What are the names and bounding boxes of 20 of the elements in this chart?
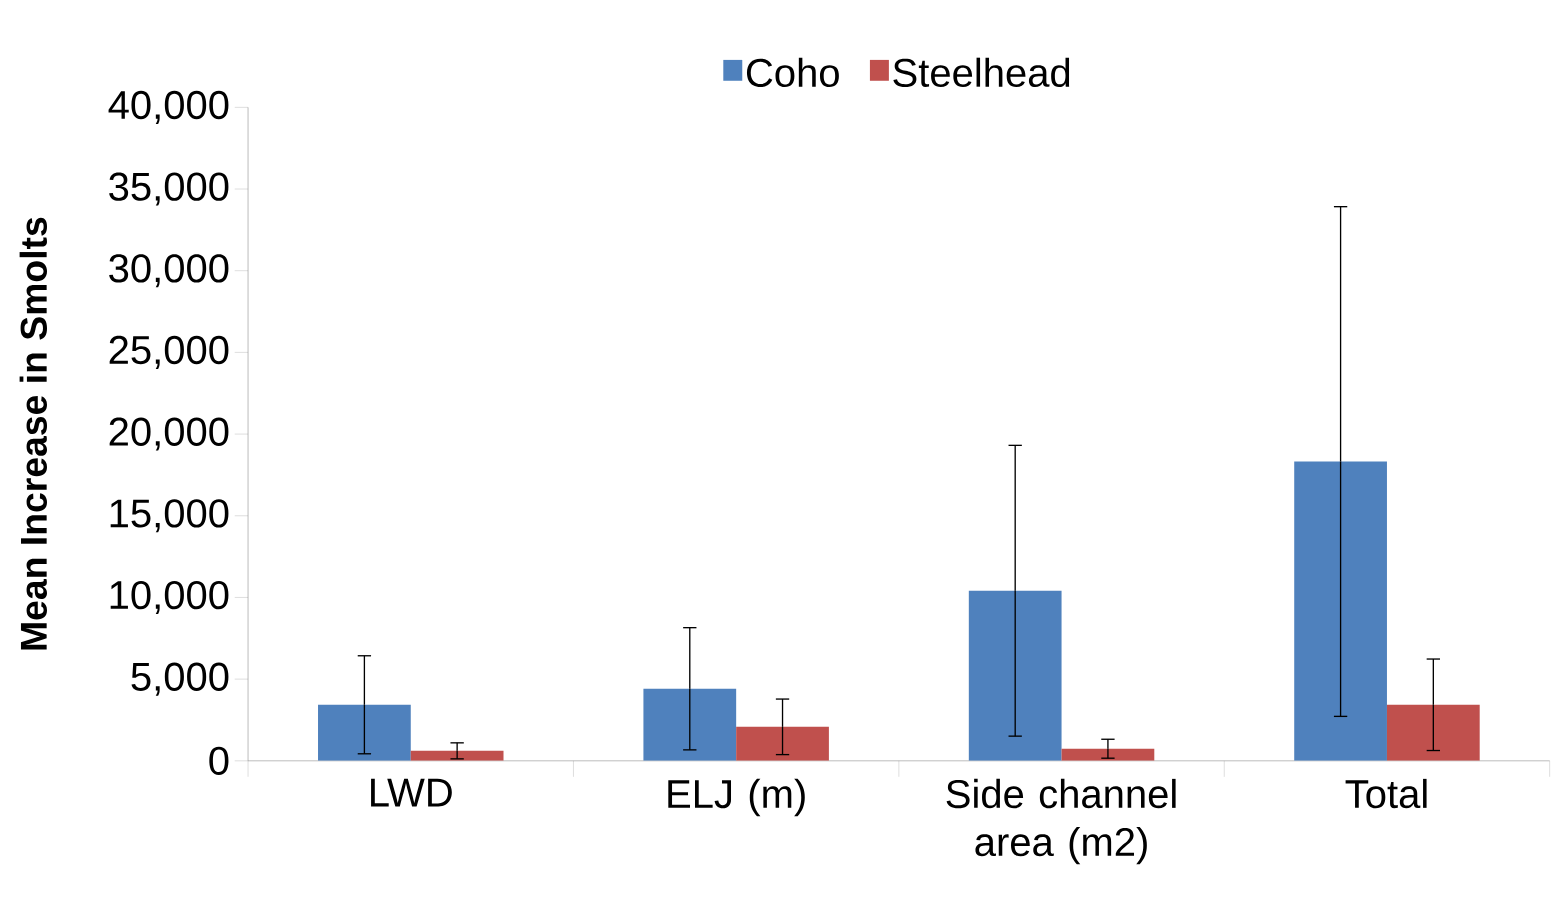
y-axis-title: Mean Increase in Smolts (19, 217, 48, 650)
y-tick-label: 5,000 (131, 662, 229, 696)
legend-label: Coho (746, 57, 839, 88)
legend-label: Steelhead (893, 57, 1070, 88)
bar (1386, 704, 1480, 761)
y-tick-label: 20,000 (109, 417, 229, 451)
bar (1061, 748, 1155, 761)
y-tick-label: 30,000 (109, 254, 229, 288)
y-tick-label: 15,000 (110, 499, 229, 533)
y-tick-label: 10,000 (110, 580, 229, 615)
x-tick-label: Side channel area (m2) (946, 778, 1176, 865)
bar (410, 750, 504, 761)
y-tick-label: 40,000 (108, 90, 229, 124)
x-tick-label: LWD (371, 778, 452, 807)
x-tick-label: ELJ (m) (668, 778, 805, 817)
x-tick-label: Total (1345, 778, 1427, 809)
y-tick-label: 35,000 (109, 172, 229, 206)
y-tick-label: 25,000 (109, 335, 229, 370)
y-tick-label: 0 (209, 746, 229, 776)
bar (736, 726, 829, 761)
